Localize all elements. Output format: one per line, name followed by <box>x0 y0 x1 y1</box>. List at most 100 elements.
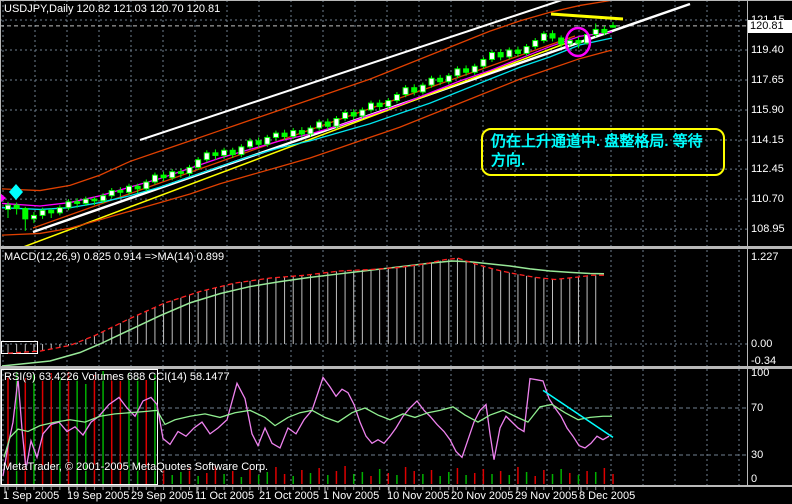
separator-macd-rsi <box>0 366 792 369</box>
macd-axis-label: -0.34 <box>751 355 777 367</box>
rsi-axis-label: 30 <box>751 449 764 461</box>
date-label: 29 Sep 2005 <box>131 490 194 502</box>
price-axis-label: 119.40 <box>751 44 784 56</box>
date-label: 10 Nov 2005 <box>387 490 450 502</box>
candle-body <box>177 171 184 174</box>
date-label: 19 Sep 2005 <box>67 490 130 502</box>
ma-cyan <box>1 37 613 211</box>
macd-ma-line <box>1 260 605 366</box>
candle-body <box>134 185 141 190</box>
separator-rsi-dates <box>0 485 792 487</box>
candle-body <box>566 40 573 45</box>
candle-body <box>316 121 323 129</box>
candle-body <box>497 52 504 58</box>
annotation-text: 仍在上升通道中. 盘整格局. 等待方向. <box>491 133 703 169</box>
candle-body <box>549 33 556 39</box>
macd-panel[interactable] <box>0 250 747 366</box>
date-label: 21 Oct 2005 <box>259 490 319 502</box>
candle-body <box>333 118 340 127</box>
candle-body <box>532 40 539 48</box>
candle-body <box>575 40 582 44</box>
date-label: 1 Nov 2005 <box>323 490 380 502</box>
lower-channel-yellow <box>23 40 573 246</box>
volume-highlight-box <box>1 369 158 485</box>
candle-body <box>229 149 236 156</box>
rsi-axis-label: 0 <box>751 473 758 485</box>
candle-body <box>56 207 63 214</box>
candle-body <box>428 77 435 86</box>
candle-body <box>290 130 297 138</box>
candle-body <box>601 28 608 34</box>
candle-body <box>540 33 547 42</box>
macd-main-line <box>7 257 604 354</box>
candle-body <box>13 204 20 210</box>
candle-body <box>82 198 89 204</box>
candle-body <box>238 146 245 156</box>
candle-body <box>65 201 72 209</box>
date-label: 11 Oct 2005 <box>195 490 255 502</box>
candle-body <box>151 174 158 183</box>
candle-body <box>359 109 366 117</box>
envelope-lower <box>1 49 613 236</box>
candle-body <box>445 75 452 83</box>
candle-body <box>471 65 478 73</box>
candle-body <box>126 185 133 193</box>
candle-body <box>376 102 383 108</box>
candle-body <box>195 159 202 168</box>
candle-body <box>247 140 254 148</box>
rsi-axis-label: 100 <box>751 367 770 379</box>
candle-body <box>523 46 530 54</box>
price-axis-label: 110.70 <box>751 193 784 206</box>
price-axis-label: 115.90 <box>751 103 784 116</box>
candle-body <box>480 58 487 67</box>
date-label: 29 Nov 2005 <box>515 490 578 502</box>
candle-body <box>91 198 98 202</box>
candle-body <box>342 112 349 120</box>
candle-body <box>419 84 426 93</box>
price-axis-label: 117.65 <box>751 73 784 86</box>
price-axis-label: 112.45 <box>751 163 784 176</box>
separator-main-macd <box>0 246 792 249</box>
candle-body <box>393 94 400 102</box>
candle-body <box>437 77 444 83</box>
candle-body <box>186 166 193 174</box>
rsi-indicator-label: RSI(9) 63.4226 Volumes 688 CCI(14) 58.14… <box>4 371 230 383</box>
candle-body <box>298 130 305 135</box>
copyright-text: MetaTrader, © 2001-2005 MetaQuotes Softw… <box>3 461 269 473</box>
candle-body <box>22 208 29 220</box>
rsi-panel[interactable] <box>0 369 747 485</box>
candle-body <box>30 214 37 220</box>
candle-body <box>514 49 521 54</box>
candle-body <box>5 204 11 210</box>
candle-body <box>324 121 331 127</box>
date-label: 20 Nov 2005 <box>451 490 514 502</box>
candle-body <box>368 102 375 111</box>
candle-body <box>108 190 115 197</box>
candle-body <box>454 68 461 77</box>
candle-body <box>169 171 176 179</box>
rsi-cyan-trendline <box>542 389 614 438</box>
candle-body <box>160 174 167 179</box>
up-arrow-icon <box>9 184 23 200</box>
candle-body <box>39 209 46 216</box>
macd-indicator-label: MACD(12,26,9) 0.825 0.914 =>MA(14) 0.899 <box>4 251 225 263</box>
candle-body <box>255 140 262 145</box>
candle-body <box>117 190 124 193</box>
macd-axis-label: 0.00 <box>751 338 773 350</box>
main-chart-panel[interactable] <box>0 0 747 249</box>
candle-body <box>411 87 418 93</box>
candle-body <box>307 127 314 135</box>
candle-body <box>212 152 219 156</box>
candle-body <box>100 195 107 202</box>
candle-body <box>592 28 599 36</box>
resistance-yellow <box>550 12 624 21</box>
edge-arrow-icon <box>0 193 6 203</box>
candle-body <box>143 181 150 190</box>
envelope-upper <box>1 0 613 192</box>
candles-layer <box>5 22 617 231</box>
candle-body <box>281 132 288 138</box>
annotation-box[interactable]: 仍在上升通道中. 盘整格局. 等待方向. <box>481 128 725 176</box>
date-label: 1 Sep 2005 <box>3 490 60 502</box>
